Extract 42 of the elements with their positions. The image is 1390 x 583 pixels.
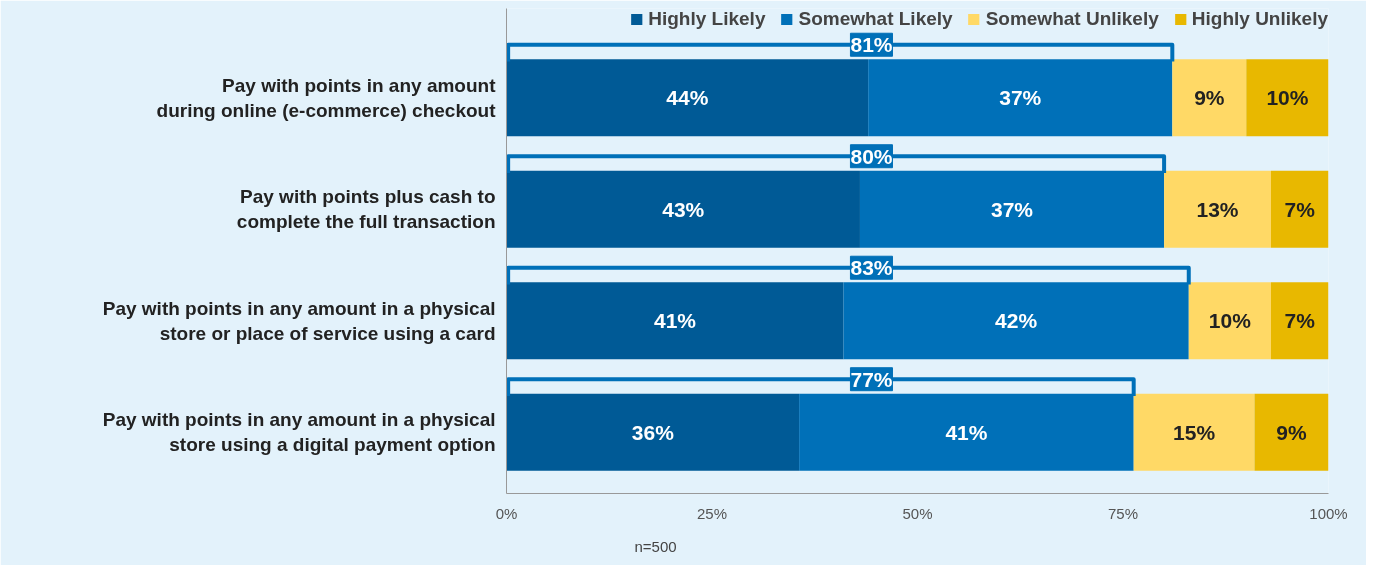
legend-label: Somewhat Likely — [798, 8, 953, 30]
bar — [1270, 170, 1329, 248]
data-label: 41% — [653, 309, 697, 333]
y-tick-label: Pay with points in any amount in a physical store or place of service using a card — [102, 297, 496, 344]
y-tick-label: Pay with points plus cash to complete the full transaction — [236, 186, 496, 233]
text: n=500 — [634, 537, 677, 555]
annotation: 81% — [850, 33, 893, 57]
data-label: 15% — [1173, 420, 1216, 444]
legend-label: Highly Likely — [648, 8, 766, 30]
legend-label: Highly Unlikely — [1191, 8, 1328, 30]
bar — [1246, 59, 1329, 137]
bar — [1164, 170, 1271, 248]
annotation: 83% — [850, 256, 893, 280]
y-tick-label: Pay with points in any amount in a physical store using a digital payment option — [102, 409, 496, 456]
data-label: 9% — [1276, 420, 1308, 444]
data-label: 44% — [666, 86, 709, 110]
bar — [1254, 393, 1329, 471]
data-label: 43% — [662, 197, 705, 221]
data-label: 36% — [631, 420, 675, 444]
x-tick-label: 75% — [1107, 504, 1139, 522]
data-label: 10% — [1208, 309, 1252, 333]
annotation: 80% — [850, 144, 893, 168]
data-label: 7% — [1284, 309, 1316, 333]
legend-label: Somewhat Unlikely — [985, 8, 1159, 30]
data-label: 13% — [1196, 197, 1239, 221]
bar — [1133, 393, 1255, 471]
annotation: 77% — [850, 367, 893, 391]
data-label: 37% — [991, 197, 1034, 221]
x-tick-label: 100% — [1309, 504, 1348, 522]
data-label: 42% — [995, 309, 1038, 333]
bar — [1270, 282, 1329, 360]
data-label: 41% — [945, 420, 988, 444]
data-label: 9% — [1194, 86, 1225, 110]
y-tick-label: Pay with points in any amount during online (e-commerce) checkout — [156, 74, 497, 121]
x-tick-label: 0% — [495, 504, 518, 522]
bar — [1188, 282, 1271, 360]
data-label: 37% — [999, 86, 1042, 110]
x-tick-label: 50% — [902, 504, 933, 522]
x-tick-label: 25% — [696, 504, 728, 522]
data-label: 7% — [1284, 197, 1316, 221]
data-label: 10% — [1266, 86, 1309, 110]
bar — [1172, 59, 1247, 137]
